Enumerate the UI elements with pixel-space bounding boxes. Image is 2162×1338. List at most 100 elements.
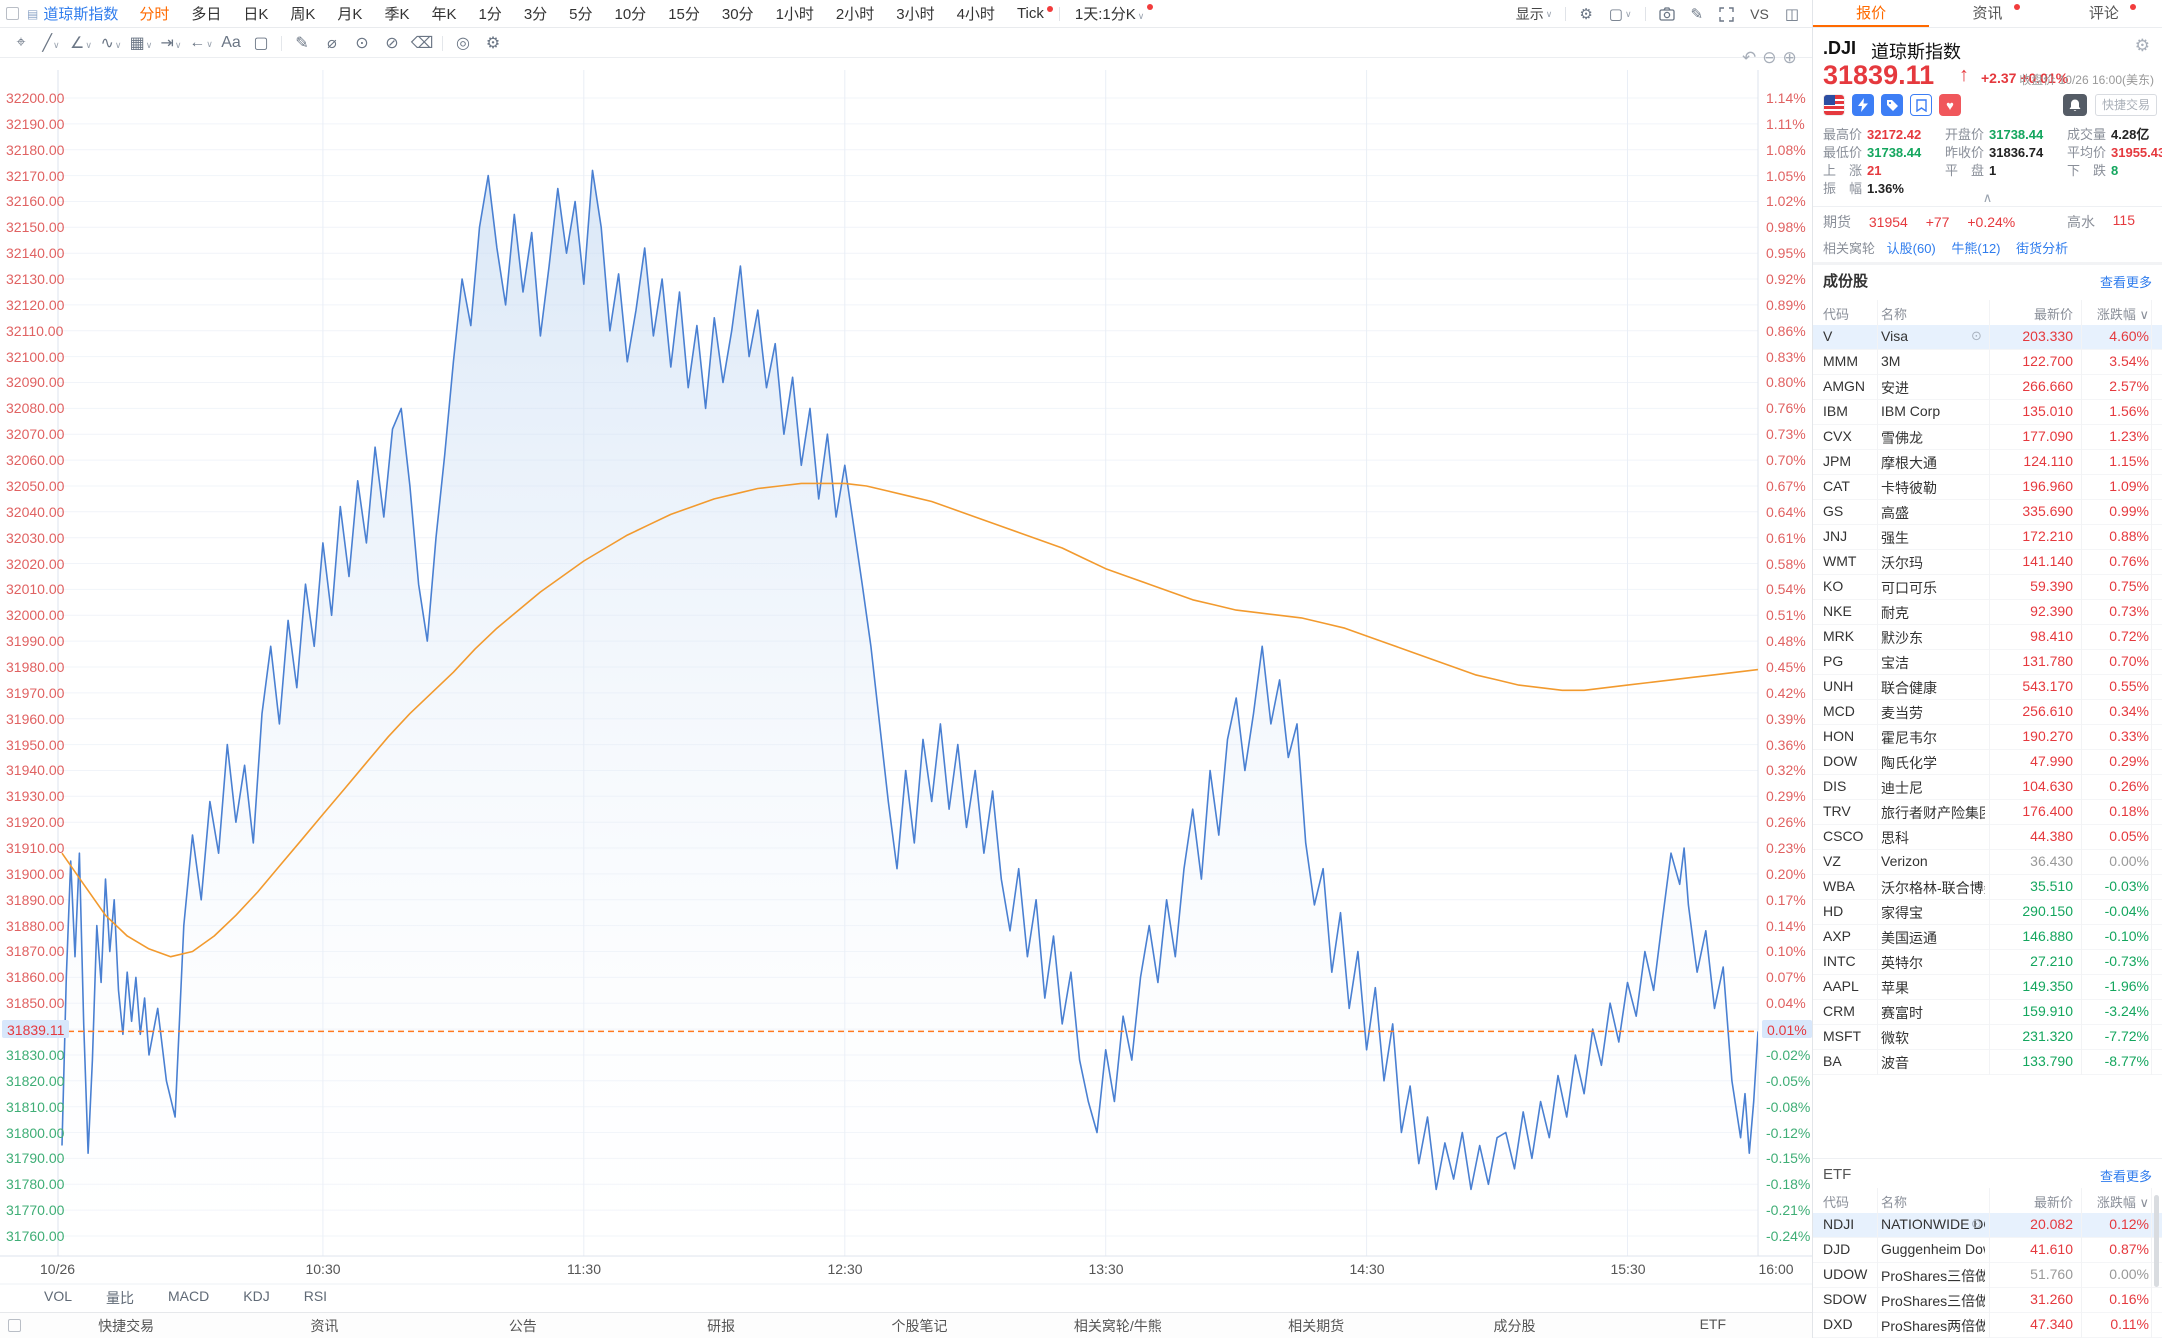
bottom-bar-item[interactable]: 成分股: [1493, 1317, 1536, 1334]
bottom-bar-item[interactable]: 公告: [508, 1317, 537, 1334]
table-row-CVX[interactable]: CVX 雪佛龙 177.090 1.23%: [1813, 425, 2162, 450]
zoom-in-icon[interactable]: ⊕: [1782, 48, 1797, 67]
notes-icon[interactable]: [1910, 94, 1932, 116]
timeframe-季K[interactable]: 季K: [384, 6, 410, 23]
column-header-最新价[interactable]: 最新价: [2033, 307, 2073, 322]
measure-icon[interactable]: ⇥∨: [160, 35, 182, 52]
undo-icon[interactable]: ↶: [1742, 48, 1757, 67]
paperclip-icon[interactable]: ⊙: [355, 35, 369, 52]
panel-scrollbar[interactable]: [2154, 1195, 2159, 1287]
column-header-最新价[interactable]: 最新价: [2033, 1195, 2073, 1210]
table-row-AAPL[interactable]: AAPL 苹果 149.350 -1.96%: [1813, 975, 2162, 1000]
table-row-V[interactable]: V Visa ⊙ 203.330 4.60%: [1813, 325, 2162, 350]
trend-line-icon[interactable]: ╱∨: [42, 35, 60, 52]
bottom-bar-item[interactable]: 相关窝轮/牛熊: [1073, 1317, 1162, 1334]
timeframe-多日[interactable]: 多日: [191, 6, 222, 23]
table-row-CRM[interactable]: CRM 赛富时 159.910 -3.24%: [1813, 1000, 2162, 1025]
table-row-DIS[interactable]: DIS 迪士尼 104.630 0.26%: [1813, 775, 2162, 800]
table-row-JNJ[interactable]: JNJ 强生 172.210 0.88%: [1813, 525, 2162, 550]
pencil-icon[interactable]: ✎: [1690, 6, 1704, 23]
symbol-chart-tab[interactable]: ▤ 道琼斯指数: [25, 0, 128, 28]
quick-trade-button[interactable]: 快捷交易: [2095, 94, 2157, 116]
flash-order-icon[interactable]: [1852, 94, 1874, 116]
table-row-AXP[interactable]: AXP 美国运通 146.880 -0.10%: [1813, 925, 2162, 950]
table-row-CSCO[interactable]: CSCO 思科 44.380 0.05%: [1813, 825, 2162, 850]
timeframe-10分[interactable]: 10分: [614, 6, 647, 23]
table-row-IBM[interactable]: IBM IBM Corp 135.010 1.56%: [1813, 400, 2162, 425]
table-row-WBA[interactable]: WBA 沃尔格林-联合博姿 35.510 -0.03%: [1813, 875, 2162, 900]
table-row-BA[interactable]: BA 波音 133.790 -8.77%: [1813, 1050, 2162, 1075]
arrow-mark-icon[interactable]: ←∨: [189, 34, 213, 51]
table-row-MSFT[interactable]: MSFT 微软 231.320 -7.72%: [1813, 1025, 2162, 1050]
shape-icon[interactable]: ▢: [253, 35, 269, 52]
window-icon[interactable]: [8, 1319, 21, 1332]
components-view-more-link[interactable]: 查看更多: [2099, 275, 2152, 290]
bottom-bar-item[interactable]: 资讯: [310, 1317, 339, 1334]
table-row-INTC[interactable]: INTC 英特尔 27.210 -0.73%: [1813, 950, 2162, 975]
compare-icon[interactable]: ◎: [456, 35, 470, 52]
table-row-MRK[interactable]: MRK 默沙东 98.410 0.72%: [1813, 625, 2162, 650]
indicator-tab-VOL[interactable]: VOL: [44, 1288, 73, 1304]
tag-icon[interactable]: [1881, 94, 1903, 116]
camera-icon[interactable]: [1652, 7, 1682, 21]
indicator-tab-量比[interactable]: 量比: [106, 1290, 135, 1306]
table-row-HD[interactable]: HD 家得宝 290.150 -0.04%: [1813, 900, 2162, 925]
table-row-PG[interactable]: PG 宝洁 131.780 0.70%: [1813, 650, 2162, 675]
table-row-HON[interactable]: HON 霍尼韦尔 190.270 0.33%: [1813, 725, 2162, 750]
timeframe-分时[interactable]: 分时: [139, 6, 170, 23]
timeframe-4小时[interactable]: 4小时: [956, 6, 995, 23]
move-icon[interactable]: ⌖: [16, 34, 26, 51]
table-row-UDOW[interactable]: UDOW ProShares三倍做多 51.760 0.00%: [1813, 1263, 2162, 1288]
settings-icon[interactable]: ⚙: [485, 35, 501, 52]
table-row-KO[interactable]: KO 可口可乐 59.390 0.75%: [1813, 575, 2162, 600]
table-row-AMGN[interactable]: AMGN 安进 266.660 2.57%: [1813, 375, 2162, 400]
collapse-chevron-icon[interactable]: ∧: [1982, 190, 1993, 205]
timeframe-周K[interactable]: 周K: [290, 6, 316, 23]
table-row-NDJI[interactable]: NDJI NATIONWIDE DO ⊙ 20.082 0.12%: [1813, 1213, 2162, 1238]
eraser-icon[interactable]: ⌫: [410, 35, 434, 52]
column-header-代码[interactable]: 代码: [1823, 307, 1850, 322]
no-draw-icon[interactable]: ⊘: [385, 35, 399, 52]
column-header-名称[interactable]: 名称: [1881, 1195, 1908, 1210]
timeframe-1小时[interactable]: 1小时: [775, 6, 814, 23]
timeframe-3小时[interactable]: 3小时: [896, 6, 935, 23]
favorite-heart-icon[interactable]: ♥: [1939, 94, 1961, 116]
indicator-tab-MACD[interactable]: MACD: [168, 1288, 210, 1304]
gear-icon[interactable]: ⚙: [1579, 6, 1593, 23]
zoom-out-icon[interactable]: ⊖: [1762, 48, 1777, 67]
angle-icon[interactable]: ∠∨: [70, 35, 92, 52]
timeframe-30分[interactable]: 30分: [721, 6, 754, 23]
table-row-DJD[interactable]: DJD Guggenheim Dow 41.610 0.87%: [1813, 1238, 2162, 1263]
bottom-bar-item[interactable]: 个股笔记: [891, 1317, 948, 1334]
column-header-涨跌幅[interactable]: 涨跌幅 ∨: [2096, 307, 2149, 322]
warrants-link-analysis[interactable]: 街货分析: [2016, 241, 2069, 256]
alert-bell-icon[interactable]: [2063, 94, 2087, 116]
timeframe-月K[interactable]: 月K: [337, 6, 363, 23]
wave-icon[interactable]: ∿∨: [100, 35, 122, 52]
table-row-NKE[interactable]: NKE 耐克 92.390 0.73%: [1813, 600, 2162, 625]
magnet-icon[interactable]: ⌀: [327, 35, 337, 52]
warrants-link-call[interactable]: 认股(60): [1886, 241, 1936, 256]
table-row-MMM[interactable]: MMM 3M 122.700 3.54%: [1813, 350, 2162, 375]
column-header-代码[interactable]: 代码: [1823, 1195, 1850, 1210]
table-row-UNH[interactable]: UNH 联合健康 543.170 0.55%: [1813, 675, 2162, 700]
timeframe-15分[interactable]: 15分: [668, 6, 700, 23]
vs-compare-button[interactable]: VS: [1743, 6, 1776, 22]
timeframe-日K[interactable]: 日K: [243, 6, 269, 23]
table-row-VZ[interactable]: VZ Verizon 36.430 0.00%: [1813, 850, 2162, 875]
panel-tab-资讯[interactable]: 资讯: [1929, 0, 2045, 27]
table-row-WMT[interactable]: WMT 沃尔玛 141.140 0.76%: [1813, 550, 2162, 575]
table-row-DXD[interactable]: DXD ProShares两倍做空 47.340 0.11%: [1813, 1313, 2162, 1338]
text-icon[interactable]: Aa: [221, 34, 241, 51]
table-row-JPM[interactable]: JPM 摩根大通 124.110 1.15%: [1813, 450, 2162, 475]
fullscreen-icon[interactable]: [1712, 6, 1741, 22]
layout-select-dropdown[interactable]: ▢ ∨: [1608, 6, 1632, 23]
bottom-bar-item[interactable]: 研报: [707, 1317, 736, 1334]
panel-tab-报价[interactable]: 报价: [1813, 0, 1930, 27]
bottom-bar-item[interactable]: 相关期货: [1288, 1317, 1345, 1334]
table-row-DOW[interactable]: DOW 陶氏化学 47.990 0.29%: [1813, 750, 2162, 775]
warrants-link-cbbc[interactable]: 牛熊(12): [1951, 241, 2001, 256]
etf-view-more-link[interactable]: 查看更多: [2099, 1169, 2152, 1184]
column-header-名称[interactable]: 名称: [1881, 307, 1908, 322]
panel-toggle-icon[interactable]: ◫: [1784, 6, 1799, 23]
